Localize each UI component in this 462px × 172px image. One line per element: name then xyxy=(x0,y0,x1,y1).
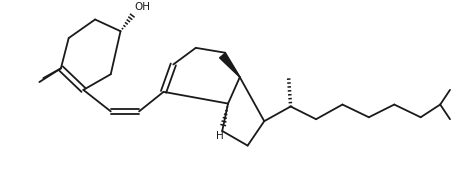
Polygon shape xyxy=(219,53,240,77)
Text: H: H xyxy=(216,131,224,141)
Text: OH: OH xyxy=(134,2,150,12)
